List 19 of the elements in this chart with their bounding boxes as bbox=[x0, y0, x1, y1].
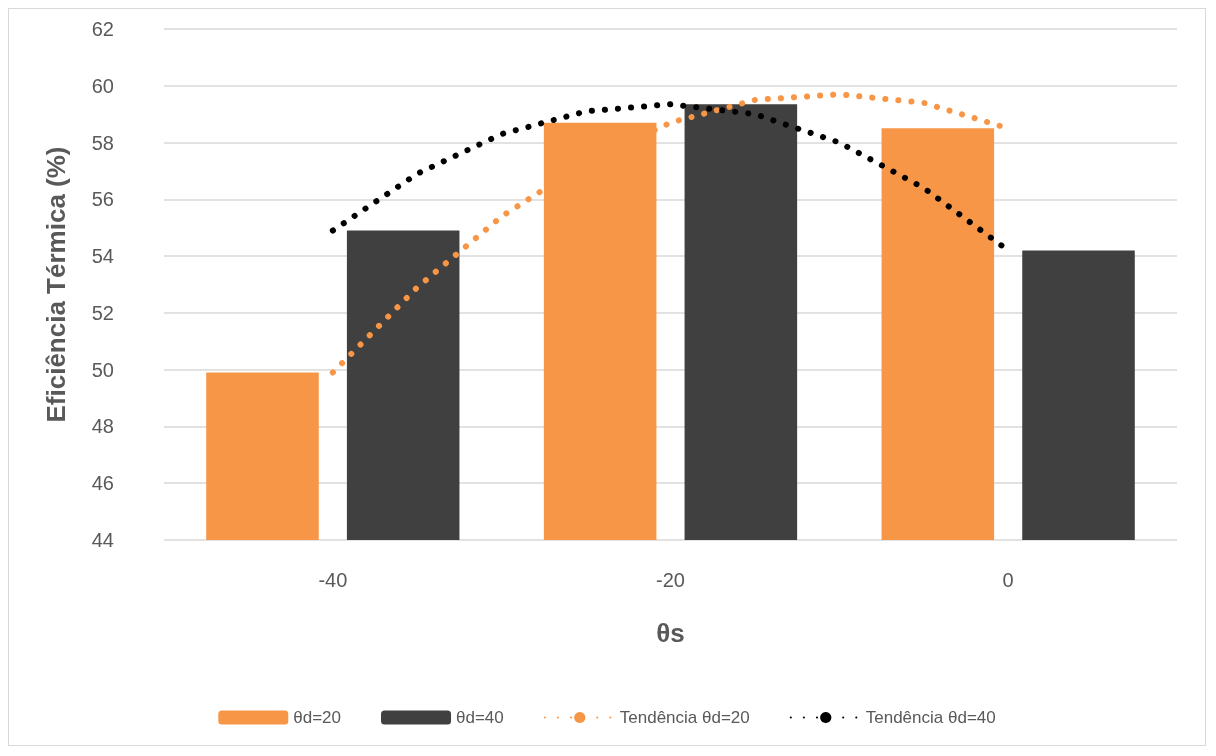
legend-label: θd=20 bbox=[293, 708, 342, 727]
x-axis-title: θs bbox=[656, 618, 685, 648]
y-axis-title: Eficiência Térmica (%) bbox=[41, 146, 71, 423]
y-tick-label: 58 bbox=[91, 131, 114, 154]
y-tick-label: 54 bbox=[91, 245, 114, 268]
y-tick-label: 60 bbox=[91, 74, 114, 97]
x-tick-label: -40 bbox=[318, 569, 348, 591]
y-tick-label: 46 bbox=[91, 472, 114, 495]
legend-label: θd=40 bbox=[456, 708, 504, 727]
y-tick-label: 48 bbox=[91, 415, 114, 438]
x-tick-label: 0 bbox=[1002, 569, 1014, 591]
y-tick-label: 44 bbox=[91, 529, 114, 551]
y-tick-label: 62 bbox=[91, 18, 114, 40]
legend-label: Tendência θd=20 bbox=[619, 708, 750, 727]
x-tick-label: -20 bbox=[656, 569, 685, 591]
y-tick-label: 56 bbox=[91, 188, 114, 211]
y-tick-label: 52 bbox=[91, 301, 114, 324]
legend-label: Tendência θd=40 bbox=[865, 708, 996, 727]
y-tick-label: 50 bbox=[91, 358, 114, 381]
